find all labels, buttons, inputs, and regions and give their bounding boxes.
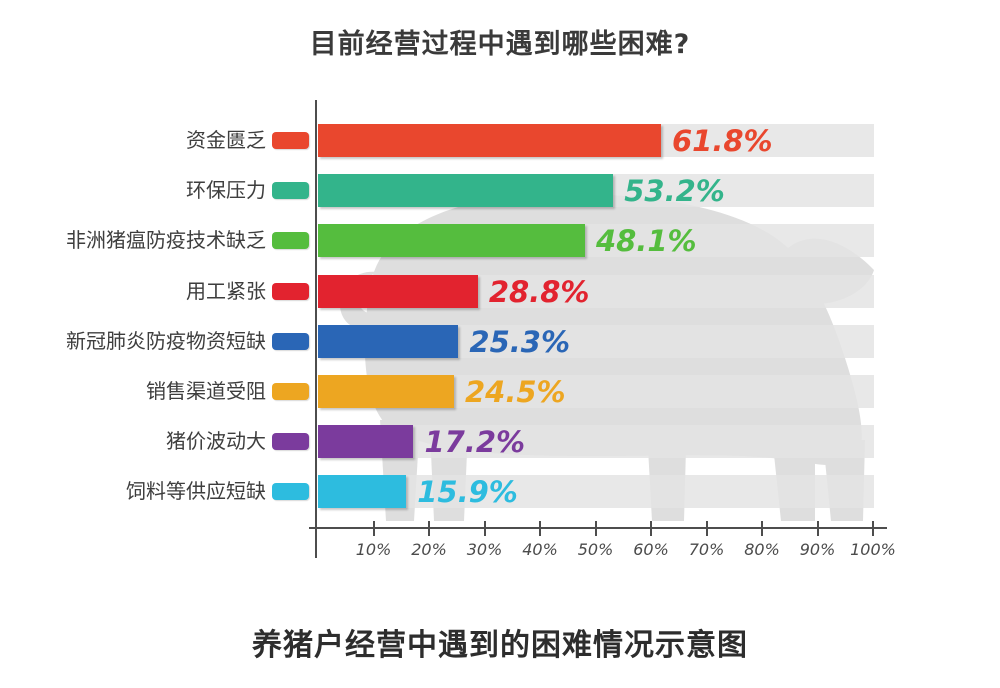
- x-axis-tick: [539, 521, 541, 536]
- category-label: 新冠肺炎防疫物资短缺: [66, 328, 266, 353]
- category-swatch: [272, 182, 309, 200]
- x-axis-tick: [650, 521, 652, 536]
- chart-row: 非洲猪瘟防疫技术缺乏 48.1%: [0, 224, 1000, 259]
- x-axis-tick: [816, 521, 819, 536]
- category-swatch: [272, 282, 309, 300]
- value-label: 61.8%: [671, 124, 773, 158]
- value-label: 25.3%: [469, 324, 571, 359]
- chart-row: 环保压力 53.2%: [0, 174, 1000, 209]
- x-axis-tick-label: 20%: [411, 540, 447, 559]
- x-axis-tick: [761, 521, 763, 536]
- chart-row: 饲料等供应短缺 15.9%: [0, 475, 1000, 510]
- x-axis-tick-label: 50%: [577, 540, 614, 559]
- bar: [318, 174, 614, 208]
- pig-watermark-icon: [339, 193, 874, 521]
- x-axis-tick-label: 60%: [633, 540, 669, 559]
- bar: [318, 425, 414, 459]
- x-axis-tick: [428, 521, 430, 536]
- x-axis-tick: [372, 521, 375, 536]
- category-label: 资金匮乏: [186, 128, 266, 152]
- category-label: 销售渠道受阻: [146, 379, 266, 403]
- x-axis-line: [309, 527, 887, 529]
- chart-title: 目前经营过程中遇到哪些困难?: [309, 29, 691, 60]
- x-axis-tick: [705, 521, 708, 536]
- category-label: 猪价波动大: [166, 429, 266, 454]
- value-label: 15.9%: [417, 475, 518, 510]
- x-axis-tick-label: 90%: [799, 540, 836, 559]
- category-swatch: [272, 433, 309, 451]
- category-swatch: [272, 383, 309, 400]
- x-axis-tick: [594, 521, 597, 536]
- category-label: 饲料等供应短缺: [126, 479, 266, 504]
- x-axis-tick-label: 40%: [522, 540, 558, 559]
- plot-area: 资金匮乏 61.8% 环保压力 53.2% 非洲猪瘟防疫技术缺乏 48.1% 用工紧张 28.…: [0, 100, 1000, 570]
- x-axis-tick-label: 10%: [355, 540, 392, 559]
- x-axis-tick: [483, 521, 486, 536]
- chart-row: 用工紧张 28.8%: [0, 274, 1000, 309]
- value-label: 53.2%: [624, 174, 725, 209]
- bar: [318, 124, 661, 157]
- x-axis-tick: [872, 521, 874, 536]
- x-axis-tick-label: 70%: [688, 540, 725, 559]
- x-axis-tick-label: 30%: [466, 540, 503, 559]
- chart-row: 销售渠道受阻 24.5%: [0, 375, 1000, 409]
- chart-row: 资金匮乏 61.8%: [0, 124, 1000, 158]
- category-swatch: [272, 132, 309, 149]
- chart-row: 猪价波动大 17.2%: [0, 425, 1000, 460]
- category-label: 非洲猪瘟防疫技术缺乏: [66, 228, 266, 253]
- value-label: 24.5%: [464, 375, 566, 409]
- bar: [318, 324, 459, 358]
- value-label: 17.2%: [424, 425, 526, 460]
- y-axis-line: [315, 100, 317, 558]
- bar-track: [318, 475, 874, 509]
- bar: [318, 274, 478, 308]
- category-swatch: [272, 483, 309, 501]
- value-label: 28.8%: [488, 274, 590, 309]
- value-label: 48.1%: [595, 224, 697, 259]
- bar: [318, 224, 585, 258]
- x-axis-tick-label: 100%: [850, 540, 896, 559]
- category-label: 用工紧张: [186, 278, 266, 303]
- bar: [318, 475, 407, 509]
- bar: [318, 375, 454, 408]
- chart-row: 新冠肺炎防疫物资短缺 25.3%: [0, 324, 1000, 359]
- category-swatch: [272, 332, 309, 350]
- category-label: 环保压力: [186, 178, 266, 203]
- chart-caption: 养猪户经营中遇到的困难情况示意图: [252, 628, 748, 663]
- x-axis-tick-label: 80%: [744, 540, 780, 559]
- category-swatch: [272, 232, 309, 250]
